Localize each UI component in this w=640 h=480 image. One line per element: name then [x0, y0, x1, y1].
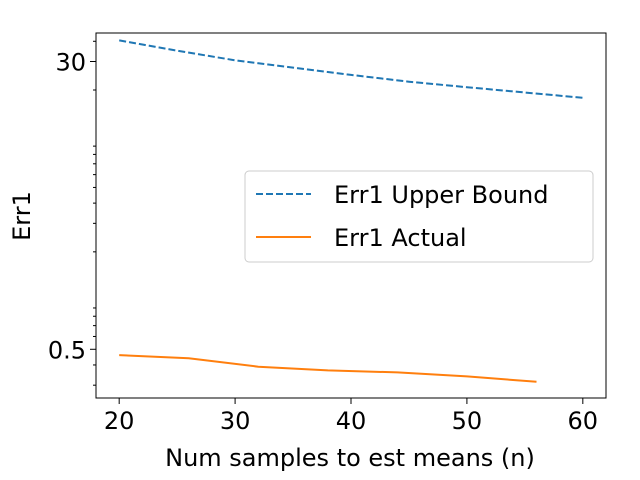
legend-box [244, 170, 594, 263]
axes-layer: 20 30 40 50 60 0.5 30 [48, 32, 607, 435]
x-axis-title: Num samples to est means (n) [165, 444, 535, 472]
x-tick-label: 50 [452, 407, 483, 435]
legend-label-1: Err1 Upper Bound [334, 181, 548, 209]
x-tick-label: 30 [220, 407, 251, 435]
x-tick-label: 20 [104, 407, 135, 435]
legend: Err1 Upper Bound Err1 Actual [244, 170, 594, 263]
y-tick-label: 0.5 [48, 336, 86, 364]
series-line-1 [119, 39, 583, 99]
y-tick-label: 30 [55, 48, 86, 76]
series-layer [119, 39, 583, 383]
legend-label-2: Err1 Actual [334, 224, 467, 252]
series-line-2 [119, 354, 537, 383]
x-tick-label: 40 [336, 407, 367, 435]
y-axis-title: Err1 [8, 191, 36, 241]
x-tick-label: 60 [568, 407, 599, 435]
